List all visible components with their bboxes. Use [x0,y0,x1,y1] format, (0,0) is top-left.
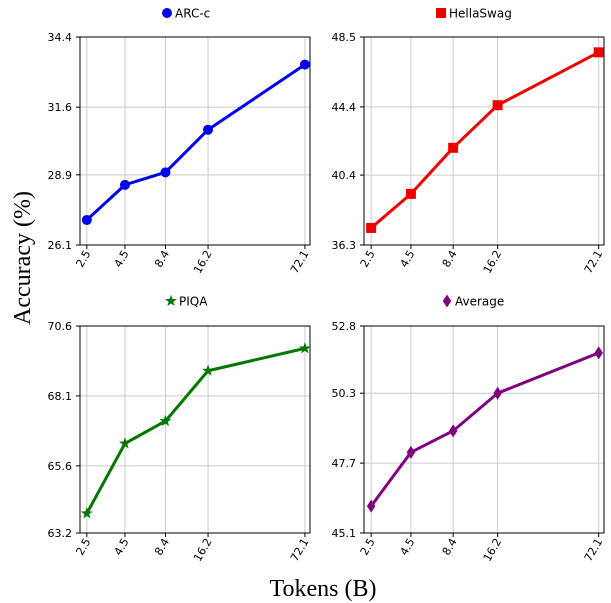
series-line [85,63,306,222]
y-tick-label: 40.4 [332,169,357,182]
y-tick-label: 34.4 [48,31,73,44]
subplot-hellaswag: 36.3 40.4 44.4 48.5 2.5 4.5 8.4 16.2 72.1 HellaSw… [332,7,606,276]
legend-marker [442,294,452,308]
y-tick-label: 50.3 [332,387,357,400]
data-point [81,214,92,225]
data-point [493,386,502,400]
legend-label: PIQA [179,295,208,309]
data-point [80,507,93,519]
x-tick-label: 4.5 [398,536,418,558]
y-tick-label: 28.9 [48,169,73,182]
subplot-arc-c: 26.1 28.9 31.6 34.4 2.5 4.5 8.4 16.2 72.1 ARC-c [48,7,312,276]
x-tick-label: 16.2 [481,248,505,276]
x-tick-label: 2.5 [73,248,93,270]
data-point [593,47,604,58]
plot-frame [79,36,311,246]
data-point [119,437,131,449]
y-tick-label: 31.6 [48,101,73,114]
y-tick-label: 26.1 [48,239,73,252]
y-axis-label: Accuracy (%) [10,191,36,325]
y-tick-label: 36.3 [332,239,357,252]
data-point [405,188,416,199]
data-point [298,342,311,354]
y-tick-label: 47.7 [332,457,357,470]
x-tick-label: 8.4 [152,536,172,558]
x-tick-label: 16.2 [191,536,215,564]
plot-frame [79,325,311,534]
data-point [119,179,130,190]
legend-marker [165,294,177,307]
x-tick-label: 4.5 [112,536,132,558]
x-tick-label: 8.4 [440,248,460,270]
data-point [203,124,214,135]
data-point [160,167,171,178]
y-tick-label: 45.1 [332,527,357,540]
x-tick-label: 4.5 [398,248,418,270]
series-line [370,51,600,230]
data-point [406,445,416,459]
x-tick-label: 72.1 [288,248,312,276]
y-tick-label: 48.5 [332,31,357,44]
legend-label: HellaSwag [449,7,512,21]
data-point [202,364,214,376]
x-tick-label: 72.1 [582,536,606,564]
x-tick-label: 4.5 [112,248,132,270]
x-tick-label: 72.1 [288,536,312,564]
x-tick-label: 2.5 [73,536,93,558]
subplot-average: 45.1 47.7 50.3 52.8 2.5 4.5 8.4 16.2 72.1 Average [332,294,606,564]
data-point [159,414,172,427]
x-tick-label: 16.2 [191,248,215,276]
data-point [448,142,459,153]
series-line [369,351,600,508]
x-tick-label: 72.1 [582,248,606,276]
legend-marker [436,8,446,18]
series-line [85,346,306,515]
y-tick-label: 52.8 [332,320,357,333]
legend-marker [162,8,172,18]
legend-label: Average [455,295,504,309]
y-tick-label: 63.2 [48,527,73,540]
data-point [594,346,603,360]
data-point [448,424,458,438]
x-tick-label: 8.4 [152,248,172,270]
y-tick-label: 44.4 [332,101,357,114]
x-tick-label: 16.2 [481,536,505,564]
y-tick-label: 65.6 [48,460,73,473]
data-point [366,499,376,513]
y-tick-label: 70.6 [48,320,73,333]
data-point [366,222,377,233]
x-tick-label: 2.5 [358,248,378,270]
x-tick-label: 8.4 [440,536,460,558]
plot-frame [363,36,605,246]
y-tick-label: 68.1 [48,390,73,403]
x-tick-label: 2.5 [358,536,378,558]
legend-label: ARC-c [175,7,210,21]
data-point [299,59,310,70]
data-point [492,100,503,111]
subplot-piqa: 63.2 65.6 68.1 70.6 2.5 4.5 8.4 16.2 72.1 PIQA [48,295,312,564]
plot-frame [363,325,605,534]
x-axis-label: Tokens (B) [270,576,377,602]
